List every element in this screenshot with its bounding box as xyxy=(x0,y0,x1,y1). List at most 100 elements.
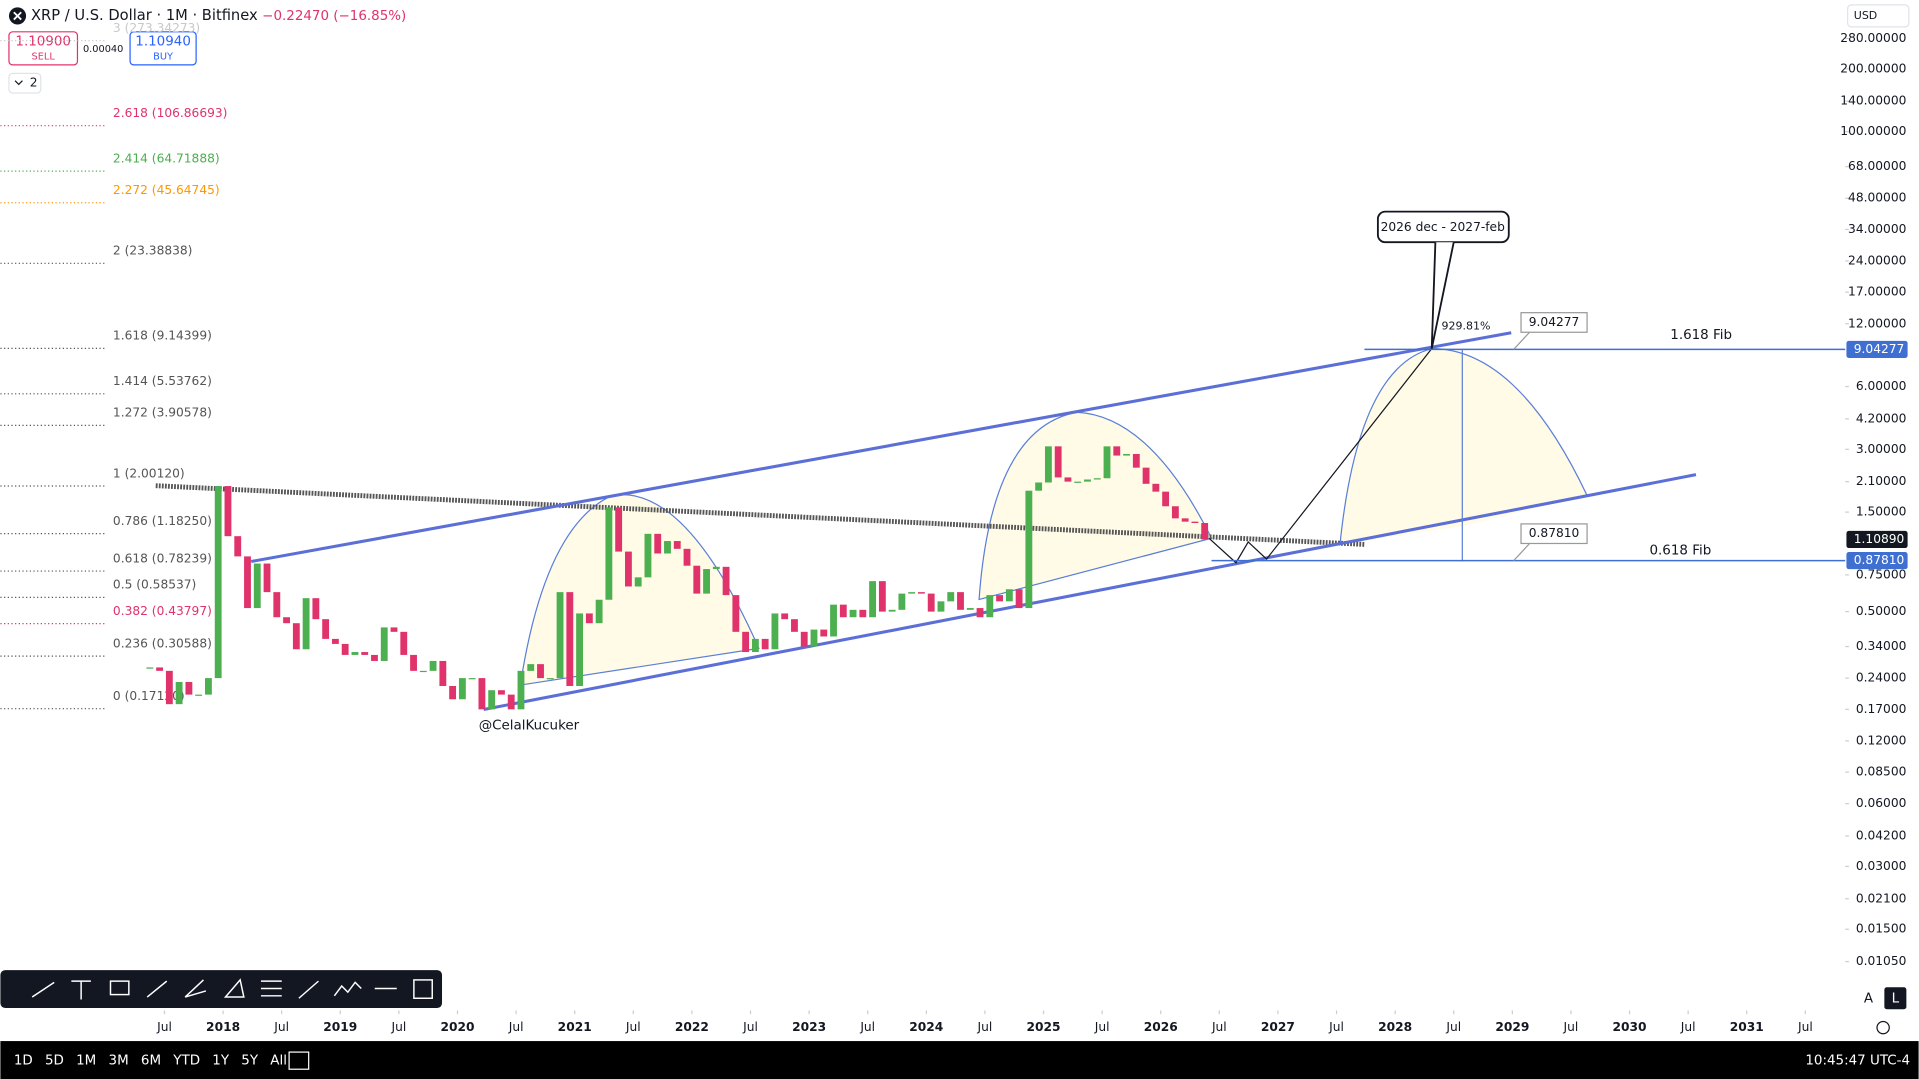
x-tick-label: 2025 xyxy=(1027,1020,1061,1034)
period-button[interactable]: 1Y xyxy=(212,1054,230,1069)
fib-note: 0.618 Fib xyxy=(1649,544,1711,559)
x-tick-label: Jul xyxy=(742,1020,758,1034)
candle-body xyxy=(302,598,310,650)
tool-icon[interactable] xyxy=(146,980,168,998)
candle-body xyxy=(1035,482,1043,491)
tool-icon[interactable] xyxy=(71,980,91,1000)
buy-button[interactable] xyxy=(129,31,197,66)
y-tick-label: 0.04200 xyxy=(1856,828,1907,842)
tool-icon[interactable] xyxy=(298,980,319,999)
candle-body xyxy=(732,595,740,632)
buy-label[interactable]: BUY xyxy=(153,51,173,62)
candle-body xyxy=(341,643,349,655)
y-tick-label: 12.00000 xyxy=(1848,316,1906,330)
fib-label: 0.236 (0.30588) xyxy=(113,636,212,650)
tool-icon[interactable] xyxy=(184,979,207,998)
period-button[interactable]: 3M xyxy=(109,1054,129,1069)
x-tick-label: 2019 xyxy=(323,1020,357,1034)
auto-scale[interactable] xyxy=(1857,987,1880,1010)
tool-icon[interactable] xyxy=(223,978,245,998)
x-tick-label: Jul xyxy=(1211,1020,1227,1034)
candle-body xyxy=(1162,491,1170,507)
candle-body xyxy=(1084,479,1091,482)
x-tick-label: 2026 xyxy=(1144,1020,1178,1034)
sell-label[interactable]: SELL xyxy=(32,51,56,62)
price-change: −0.22470 (−16.85%) xyxy=(262,9,406,24)
period-button[interactable]: All xyxy=(270,1054,287,1069)
channel-lower xyxy=(483,473,1697,712)
candle-body xyxy=(898,593,906,610)
candle-body xyxy=(703,569,710,594)
candle-body xyxy=(1064,477,1072,482)
y-tick-label: 1.50000 xyxy=(1856,505,1907,519)
candle-body xyxy=(1025,490,1033,609)
x-tick-label: 2022 xyxy=(675,1020,709,1034)
candle-body xyxy=(156,667,164,671)
candle-body xyxy=(615,507,623,552)
currency-select[interactable] xyxy=(1847,4,1910,28)
candle-body xyxy=(878,581,886,612)
buy-price[interactable]: 1.10940 xyxy=(135,35,191,50)
tool-icon[interactable] xyxy=(109,980,130,996)
price-badge-label: 9.04277 xyxy=(1854,342,1905,356)
candle-body xyxy=(1054,446,1062,478)
candle-body xyxy=(576,613,584,686)
period-button[interactable]: 5Y xyxy=(241,1054,259,1069)
fib-label: 1.414 (5.53762) xyxy=(113,374,212,388)
candle-body xyxy=(527,664,535,671)
candle-body xyxy=(400,631,408,655)
candle-body xyxy=(908,592,916,594)
candle-body xyxy=(507,694,515,710)
y-tick-label: 68.00000 xyxy=(1848,159,1906,173)
tool-icon[interactable] xyxy=(260,980,282,997)
x-tick-label: Jul xyxy=(1094,1020,1110,1034)
log-scale-label[interactable]: L xyxy=(1892,991,1900,1006)
candle-body xyxy=(1103,446,1111,479)
candle-body xyxy=(1044,446,1052,483)
date-range-icon[interactable] xyxy=(288,1051,310,1070)
x-tick-label: 2028 xyxy=(1378,1020,1412,1034)
candle-body xyxy=(312,598,320,620)
period-button[interactable]: 1M xyxy=(76,1054,96,1069)
candle-body xyxy=(1171,506,1179,519)
indicator-count[interactable]: 2 xyxy=(30,76,38,90)
y-tick-label: 0.06000 xyxy=(1856,796,1907,810)
candle-body xyxy=(791,619,798,632)
candle-body xyxy=(742,631,750,653)
candle-body xyxy=(595,599,603,624)
candle-body xyxy=(371,654,378,661)
y-tick-label: 2.10000 xyxy=(1856,474,1907,488)
candle-body xyxy=(966,608,974,610)
candle-body xyxy=(263,563,271,593)
settings-icon[interactable] xyxy=(1876,1020,1890,1035)
candle-body xyxy=(419,670,427,673)
currency[interactable]: USD xyxy=(1854,9,1878,22)
log-scale[interactable] xyxy=(1884,987,1907,1010)
sell-price[interactable]: 1.10900 xyxy=(15,35,71,50)
period-button[interactable]: 1D xyxy=(14,1054,33,1069)
chevron[interactable] xyxy=(14,80,23,86)
candle-body xyxy=(996,595,1003,602)
candle-body xyxy=(820,629,828,637)
candle-body xyxy=(537,664,544,679)
period-button[interactable]: YTD xyxy=(172,1054,200,1069)
x-tick-label: Jul xyxy=(156,1020,172,1034)
period-button[interactable]: 5D xyxy=(45,1054,64,1069)
y-tick-label: 0.08500 xyxy=(1856,765,1907,779)
tool-icon[interactable] xyxy=(31,981,55,998)
auto-scale-label[interactable]: A xyxy=(1864,991,1874,1006)
candle-body xyxy=(585,613,593,624)
candle-body xyxy=(351,652,359,655)
candle-body xyxy=(146,667,154,669)
y-tick-label: 4.20000 xyxy=(1856,411,1907,425)
spread: 0.00040 xyxy=(83,44,123,55)
tool-icon[interactable] xyxy=(333,981,362,997)
value-box xyxy=(1520,523,1588,545)
callout-text: 2026 dec - 2027-feb xyxy=(1381,220,1505,234)
indicators-toggle[interactable] xyxy=(8,72,42,94)
candle-body xyxy=(683,548,691,566)
tool-icon[interactable] xyxy=(413,979,433,999)
period-button[interactable]: 6M xyxy=(141,1054,161,1069)
y-tick-label: 280.00000 xyxy=(1840,31,1906,45)
